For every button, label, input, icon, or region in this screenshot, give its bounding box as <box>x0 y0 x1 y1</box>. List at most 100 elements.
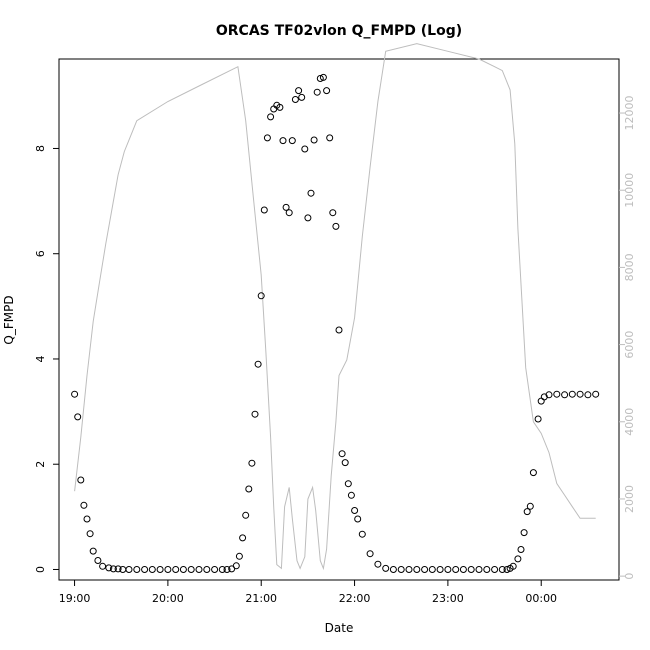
data-point <box>254 360 262 368</box>
data-point <box>295 87 303 95</box>
y2-tick-label: 12000 <box>623 96 636 131</box>
data-point <box>148 566 156 573</box>
data-point <box>257 292 265 300</box>
data-point <box>74 413 82 421</box>
data-point <box>203 566 211 573</box>
data-point <box>94 557 102 564</box>
data-point <box>459 566 467 573</box>
data-point <box>114 565 122 573</box>
data-point <box>304 214 312 222</box>
x-axis: 19:00 20:00 21:00 22:00 23:00 00:00 <box>59 580 557 605</box>
data-point <box>223 566 231 573</box>
data-point <box>77 476 85 484</box>
data-point <box>248 459 256 467</box>
data-point <box>195 566 203 573</box>
data-point <box>291 96 299 103</box>
data-point <box>405 566 413 573</box>
data-point <box>267 113 275 121</box>
data-point <box>553 390 561 398</box>
data-point <box>285 209 293 217</box>
x-axis-label: Date <box>325 621 354 635</box>
data-point <box>354 515 362 523</box>
data-point <box>323 87 331 95</box>
y2-tick-label: 0 <box>623 573 636 580</box>
x-tick-label: 20:00 <box>152 592 184 605</box>
y-axis-label: Q_FMPD <box>2 295 16 344</box>
data-point <box>374 560 382 568</box>
data-point <box>568 390 576 398</box>
data-point <box>421 566 429 573</box>
y2-axis: 0 2000 4000 6000 8000 10000 12000 <box>619 96 636 580</box>
data-point <box>351 507 359 514</box>
x-tick-label: 21:00 <box>245 592 277 605</box>
data-point <box>89 547 97 555</box>
data-point <box>179 566 187 573</box>
data-point <box>529 469 537 477</box>
y-tick-label: 2 <box>34 461 47 468</box>
data-point <box>545 391 553 399</box>
data-point <box>242 511 250 519</box>
data-point <box>86 530 94 538</box>
data-point <box>503 566 511 573</box>
data-point <box>109 565 117 573</box>
y2-tick-label: 10000 <box>623 173 636 208</box>
data-point <box>251 410 259 418</box>
data-point <box>428 566 436 573</box>
data-point <box>341 459 349 467</box>
y2-tick-label: 8000 <box>623 253 636 281</box>
data-point <box>344 480 352 488</box>
data-point <box>260 206 268 214</box>
data-point <box>99 562 107 570</box>
data-point <box>276 103 284 111</box>
series-line <box>74 43 596 571</box>
data-point <box>288 137 296 145</box>
data-point <box>141 566 149 573</box>
data-point <box>358 530 366 538</box>
data-point <box>105 564 113 572</box>
data-point <box>282 203 290 211</box>
data-point <box>561 391 569 399</box>
data-point <box>397 566 405 573</box>
data-point <box>413 566 421 573</box>
data-point <box>517 546 525 553</box>
data-point <box>218 566 226 573</box>
data-point <box>319 73 327 81</box>
data-point <box>347 491 355 499</box>
data-point <box>436 566 444 573</box>
data-point <box>310 136 318 144</box>
data-point <box>245 485 253 493</box>
y2-tick-label: 6000 <box>623 331 636 359</box>
data-point <box>83 515 91 523</box>
data-point <box>239 534 247 542</box>
data-point <box>329 209 337 217</box>
y-tick-label: 4 <box>34 355 47 362</box>
data-point <box>382 564 390 572</box>
data-point <box>307 189 315 197</box>
data-point <box>156 566 164 573</box>
data-point <box>316 75 324 82</box>
x-tick-label: 22:00 <box>339 592 371 605</box>
y-axis: 0 2 4 6 8 <box>34 145 59 573</box>
data-point <box>263 134 271 142</box>
data-point <box>444 566 452 573</box>
data-point <box>526 502 534 510</box>
y-tick-label: 6 <box>34 250 47 257</box>
data-point <box>235 552 243 560</box>
data-point <box>335 326 343 334</box>
data-point <box>187 566 195 573</box>
data-point <box>475 566 483 573</box>
plot-frame <box>58 58 620 581</box>
data-point <box>498 566 506 573</box>
x-tick-label: 23:00 <box>432 592 464 605</box>
data-point <box>467 566 475 573</box>
data-point <box>520 529 528 537</box>
x-tick-label: 19:00 <box>59 592 91 605</box>
data-point <box>279 137 287 145</box>
data-point <box>338 450 346 458</box>
y-tick-label: 0 <box>34 566 47 573</box>
data-point <box>389 566 397 573</box>
data-point <box>491 566 499 573</box>
data-point <box>452 566 460 573</box>
data-point <box>509 562 517 570</box>
data-point <box>232 562 240 570</box>
